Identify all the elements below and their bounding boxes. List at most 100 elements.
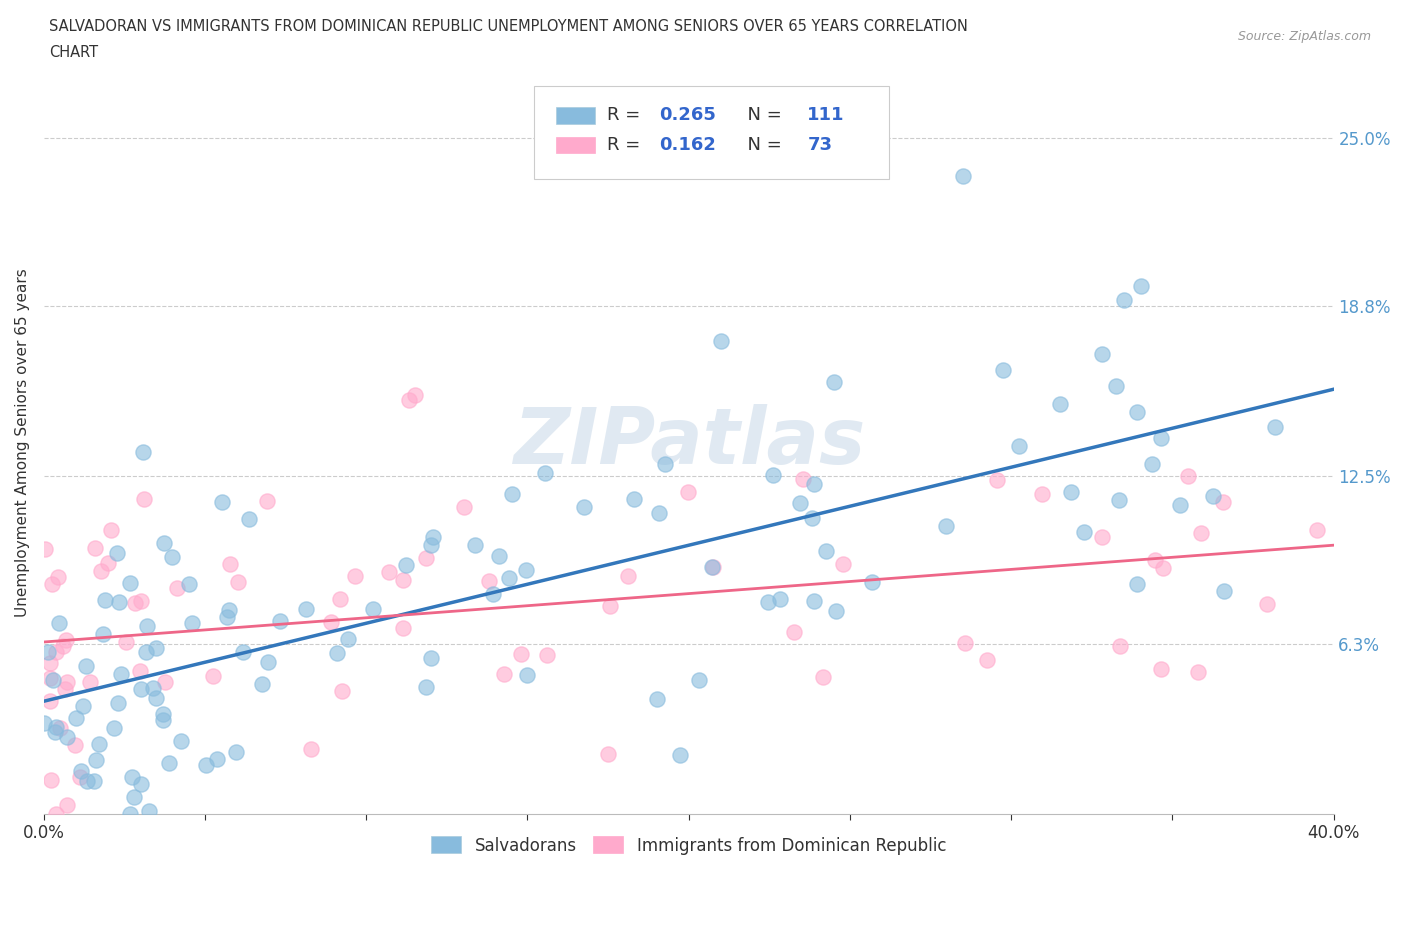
Point xyxy=(415,551,437,565)
Point xyxy=(453,499,475,514)
Point xyxy=(205,751,228,766)
Point xyxy=(420,650,443,665)
Point xyxy=(39,656,62,671)
Point xyxy=(1177,469,1199,484)
Point xyxy=(69,764,91,778)
Text: R =: R = xyxy=(607,106,647,125)
Legend: Salvadorans, Immigrants from Dominican Republic: Salvadorans, Immigrants from Dominican R… xyxy=(425,830,953,861)
Point xyxy=(391,572,413,587)
Point xyxy=(39,772,62,787)
Point xyxy=(218,557,240,572)
Point xyxy=(153,674,176,689)
Point xyxy=(482,587,505,602)
Point xyxy=(46,569,69,584)
Point xyxy=(110,667,132,682)
Point xyxy=(45,806,67,821)
Point xyxy=(598,747,620,762)
Point xyxy=(41,577,63,591)
Point xyxy=(831,557,853,572)
Text: CHART: CHART xyxy=(49,45,98,60)
Point xyxy=(1264,419,1286,434)
FancyBboxPatch shape xyxy=(555,137,595,153)
Point xyxy=(860,575,883,590)
Point xyxy=(422,530,444,545)
Point xyxy=(953,636,976,651)
Point xyxy=(1149,431,1171,445)
Point xyxy=(702,560,724,575)
Point xyxy=(45,644,67,659)
Point xyxy=(572,499,595,514)
Text: N =: N = xyxy=(737,106,787,125)
Point xyxy=(69,769,91,784)
Point xyxy=(1105,379,1128,393)
Point xyxy=(398,392,420,407)
Point xyxy=(84,540,107,555)
Point xyxy=(803,476,825,491)
Point xyxy=(1059,485,1081,499)
Point xyxy=(669,748,692,763)
FancyBboxPatch shape xyxy=(555,107,595,124)
Point xyxy=(1189,525,1212,540)
Text: 0.162: 0.162 xyxy=(659,136,716,154)
Point xyxy=(617,568,640,583)
Point xyxy=(1143,552,1166,567)
Point xyxy=(800,511,823,525)
Point xyxy=(48,616,70,631)
Point xyxy=(217,609,239,624)
Point xyxy=(993,363,1015,378)
Point xyxy=(177,577,200,591)
Point xyxy=(124,596,146,611)
Point xyxy=(38,693,60,708)
Point xyxy=(269,614,291,629)
Point xyxy=(225,745,247,760)
Point xyxy=(170,733,193,748)
Point xyxy=(394,558,416,573)
Point xyxy=(344,568,367,583)
Text: N =: N = xyxy=(737,136,787,154)
Point xyxy=(976,653,998,668)
Point xyxy=(534,465,557,480)
Point xyxy=(128,663,150,678)
Point xyxy=(1306,523,1329,538)
Point xyxy=(32,715,55,730)
Point xyxy=(516,668,538,683)
Point xyxy=(152,707,174,722)
Point xyxy=(180,616,202,631)
Point xyxy=(488,549,510,564)
Point xyxy=(986,472,1008,487)
Point xyxy=(238,512,260,526)
Point xyxy=(132,445,155,460)
Point xyxy=(700,560,723,575)
Point xyxy=(361,601,384,616)
Point xyxy=(55,798,77,813)
Point xyxy=(250,677,273,692)
Point xyxy=(1150,661,1173,676)
Point xyxy=(419,538,441,552)
Point xyxy=(676,485,699,499)
Point xyxy=(710,334,733,349)
Point xyxy=(404,388,426,403)
Point xyxy=(391,621,413,636)
Point xyxy=(1152,561,1174,576)
Text: 73: 73 xyxy=(807,136,832,154)
Point xyxy=(107,696,129,711)
Point xyxy=(142,680,165,695)
Point xyxy=(120,806,142,821)
Point xyxy=(1125,405,1147,419)
Point xyxy=(1091,529,1114,544)
Point xyxy=(226,575,249,590)
Point xyxy=(330,684,353,698)
Point xyxy=(1112,293,1135,308)
Point xyxy=(492,667,515,682)
Point xyxy=(145,691,167,706)
Point xyxy=(232,644,254,659)
Point xyxy=(815,543,838,558)
Text: 0.265: 0.265 xyxy=(659,106,716,125)
Point xyxy=(145,640,167,655)
Point xyxy=(782,624,804,639)
Point xyxy=(93,592,115,607)
Point xyxy=(72,698,94,713)
Point xyxy=(52,638,75,653)
Point xyxy=(1202,489,1225,504)
Point xyxy=(84,752,107,767)
